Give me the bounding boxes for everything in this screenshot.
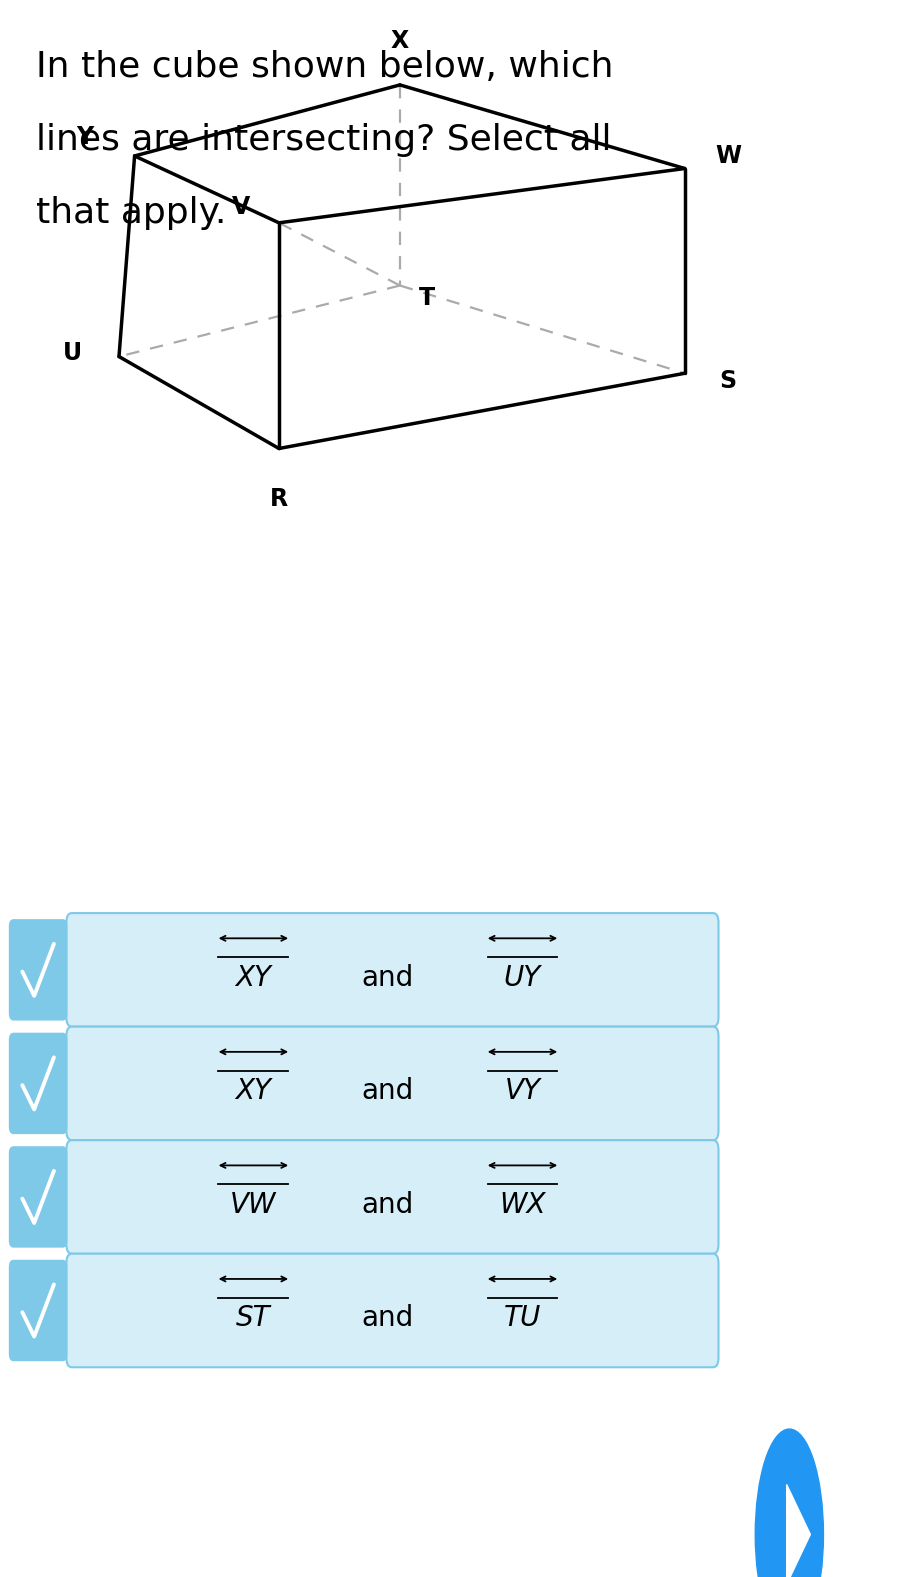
Text: VW: VW <box>231 1191 276 1219</box>
Text: and: and <box>361 1304 414 1333</box>
Text: U: U <box>63 341 82 366</box>
FancyBboxPatch shape <box>66 1140 718 1254</box>
Text: TU: TU <box>504 1304 541 1333</box>
FancyBboxPatch shape <box>10 1035 66 1134</box>
Text: R: R <box>270 487 288 511</box>
FancyBboxPatch shape <box>10 1148 66 1246</box>
Text: VY: VY <box>504 1077 541 1105</box>
Ellipse shape <box>755 1429 823 1577</box>
Text: XY: XY <box>235 964 272 992</box>
Text: UY: UY <box>504 964 541 992</box>
FancyBboxPatch shape <box>66 1027 718 1140</box>
FancyBboxPatch shape <box>66 1254 718 1367</box>
Polygon shape <box>787 1484 810 1577</box>
Text: X: X <box>391 28 409 52</box>
Text: lines are intersecting? Select all: lines are intersecting? Select all <box>36 123 612 158</box>
FancyBboxPatch shape <box>10 1262 66 1359</box>
Text: V: V <box>232 196 250 219</box>
Text: T: T <box>419 285 435 311</box>
Text: and: and <box>361 1077 414 1105</box>
FancyBboxPatch shape <box>66 913 718 1027</box>
Text: and: and <box>361 964 414 992</box>
Text: and: and <box>361 1191 414 1219</box>
Text: In the cube shown below, which: In the cube shown below, which <box>36 50 614 85</box>
Text: Y: Y <box>76 125 94 150</box>
Text: WX: WX <box>500 1191 545 1219</box>
Text: XY: XY <box>235 1077 272 1105</box>
Text: that apply.: that apply. <box>36 196 226 230</box>
Text: ST: ST <box>236 1304 271 1333</box>
Text: S: S <box>719 369 736 393</box>
FancyBboxPatch shape <box>10 921 66 1020</box>
Text: W: W <box>715 144 741 167</box>
